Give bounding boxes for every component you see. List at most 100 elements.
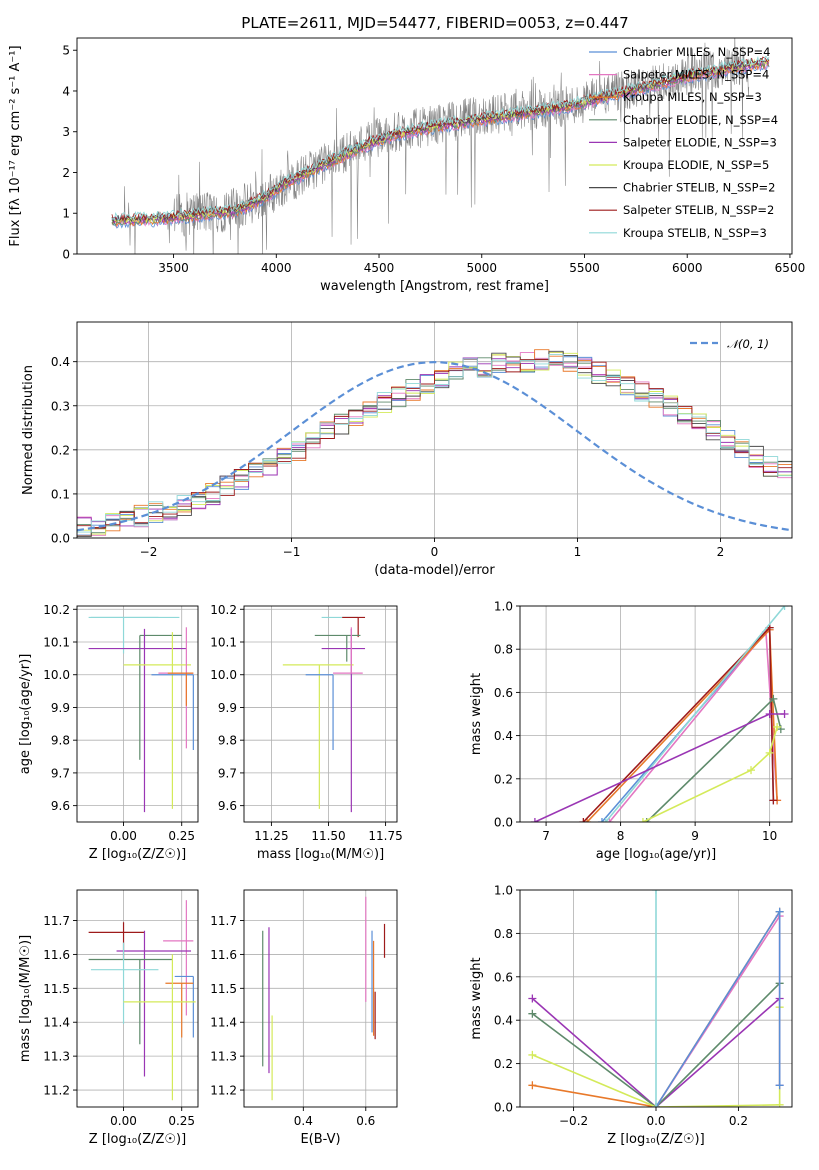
x-tick-label: 5000 — [466, 261, 497, 275]
errorbar-point — [90, 942, 159, 1024]
weight-line — [531, 982, 781, 1107]
x-tick-label: 7 — [542, 829, 550, 843]
y-tick-label: 11.3 — [43, 1050, 70, 1064]
y-tick-label: 9.9 — [218, 701, 237, 715]
legend-entry: Kroupa STELIB, N_SSP=3 — [623, 226, 767, 240]
grid-lines — [244, 606, 397, 822]
weight-marker — [652, 1103, 660, 1107]
x-tick-label: 4500 — [364, 261, 395, 275]
y-tick-label: 10.2 — [43, 603, 70, 617]
y-tick-label: 9.7 — [51, 766, 70, 780]
x-tick-label: 0.00 — [110, 829, 137, 843]
mass-vs-extinction-panel: 0.4 0.6 11.2 11.3 11.4 11.5 11.6 11.7 E(B-V) — [210, 889, 398, 1147]
x-tick-label: 3500 — [158, 261, 189, 275]
plot-area — [528, 890, 784, 1107]
x-tick-label: −1 — [283, 545, 301, 559]
weight-series — [583, 625, 782, 822]
y-axis-label: mass weight — [469, 957, 484, 1039]
weight-marker — [528, 994, 537, 1003]
x-tick-label: 9 — [691, 829, 699, 843]
weight-marker — [780, 606, 789, 610]
weight-marker — [530, 818, 539, 822]
histogram-step — [77, 357, 792, 534]
y-axis-label: Normed distribution — [21, 365, 36, 495]
y-tick-label: 0.0 — [494, 1101, 513, 1115]
x-tick-label: 0.25 — [168, 829, 195, 843]
y-tick-label: 0.2 — [51, 443, 70, 457]
x-axis-label: wavelength [Angstrom, rest frame] — [320, 279, 549, 294]
x-tick-label: 6000 — [672, 261, 703, 275]
x-axis-label: E(B-V) — [300, 1132, 340, 1147]
weight-marker — [765, 710, 774, 718]
grid-lines — [520, 605, 792, 823]
y-tick-label: 10.2 — [210, 603, 237, 617]
errorbar-point — [123, 954, 196, 1101]
weight-marker — [528, 1050, 537, 1059]
y-tick-label: 0.6 — [494, 970, 513, 984]
y-tick-label: 11.6 — [210, 948, 237, 962]
y-tick-label: 0.2 — [494, 772, 513, 786]
observed-spectrum — [111, 38, 750, 254]
y-tick-label: 11.2 — [43, 1084, 70, 1098]
model-spectrum-line — [111, 56, 770, 221]
y-tick-label: 3 — [62, 125, 70, 139]
legend-entry: Kroupa ELODIE, N_SSP=5 — [623, 158, 769, 172]
age-vs-metallicity-panel: 0.00 0.25 9.6 9.7 9.8 9.9 10.0 10.1 10.2 Z [log₁₀… — [18, 603, 199, 862]
x-tick-label: 0.0 — [646, 1114, 665, 1128]
axes: 0.00 0.25 11.2 11.3 11.4 11.5 11.6 11.7 Z [log₁₀… — [18, 889, 199, 1147]
histogram-step — [77, 358, 792, 528]
weight-series — [652, 890, 660, 1107]
y-tick-label: 10.0 — [43, 668, 70, 682]
y-tick-label: 11.4 — [210, 1016, 237, 1030]
histogram-step — [77, 349, 792, 537]
axes: 0.4 0.6 11.2 11.3 11.4 11.5 11.6 11.7 E(B-V) — [210, 889, 398, 1147]
y-tick-label: 0.6 — [494, 686, 513, 700]
x-tick-label: 11.75 — [368, 829, 402, 843]
plot-area — [530, 606, 789, 822]
weight-marker — [775, 1100, 784, 1107]
plot-area — [262, 896, 386, 1101]
y-tick-label: 11.2 — [210, 1084, 237, 1098]
weight-marker — [780, 710, 789, 718]
age-vs-mass-panel: 11.25 11.50 11.75 9.6 9.7 9.8 9.9 10.0 10.1 10.2 m… — [210, 603, 402, 862]
x-tick-label: 0.2 — [729, 1114, 748, 1128]
legend-entry: Chabrier STELIB, N_SSP=2 — [623, 181, 775, 195]
plot-area — [88, 616, 194, 813]
plot-area — [282, 616, 366, 813]
weight-marker — [652, 890, 660, 894]
y-tick-label: 11.6 — [43, 948, 70, 962]
grid-lines — [77, 606, 198, 822]
x-axis-label: Z [log₁₀(Z/Z☉)] — [89, 847, 186, 862]
x-tick-label: 0.4 — [294, 1114, 313, 1128]
y-tick-label: 10.1 — [43, 636, 70, 650]
weight-marker — [769, 694, 778, 703]
histogram-step — [77, 352, 792, 535]
errorbar-point — [333, 627, 363, 674]
weight-series — [605, 627, 782, 822]
weight-series — [597, 623, 778, 822]
errorbar-point — [158, 627, 194, 749]
axes: 11.25 11.50 11.75 9.6 9.7 9.8 9.9 10.0 10.1 10.2 m… — [210, 603, 402, 862]
y-tick-label: 0.3 — [51, 399, 70, 413]
axes: −0.2 0.0 0.2 0.0 0.2 0.4 0.6 0.8 1.0 Z [log₁₀(Z/Z… — [469, 884, 793, 1147]
legend-entry: Kroupa MILES, N_SSP=3 — [623, 90, 762, 104]
y-tick-label: 0.4 — [494, 1014, 513, 1028]
y-tick-label: 0.4 — [51, 355, 70, 369]
y-axis-label: age [log₁₀(age/yr)] — [18, 654, 33, 775]
weight-marker — [773, 722, 782, 731]
weight-marker — [638, 818, 647, 822]
weight-line — [655, 908, 781, 1107]
y-tick-label: 11.4 — [43, 1016, 70, 1030]
histogram-step — [77, 356, 792, 536]
axes: 0.00 0.25 9.6 9.7 9.8 9.9 10.0 10.1 10.2 Z [log₁₀… — [18, 603, 199, 862]
x-tick-label: 0 — [431, 545, 439, 559]
normal-curve — [77, 361, 792, 532]
y-tick-label: 10.1 — [210, 636, 237, 650]
y-axis-label: Flux [fλ 10⁻¹⁷ erg cm⁻² s⁻¹ A⁻¹] — [8, 45, 23, 246]
x-axis-label: age [log₁₀(age/yr)] — [596, 847, 717, 862]
plot-area — [111, 38, 770, 254]
y-tick-label: 5 — [62, 44, 70, 58]
y-tick-label: 9.6 — [218, 799, 237, 813]
x-tick-label: 6500 — [775, 261, 806, 275]
axes-frame — [76, 321, 793, 539]
